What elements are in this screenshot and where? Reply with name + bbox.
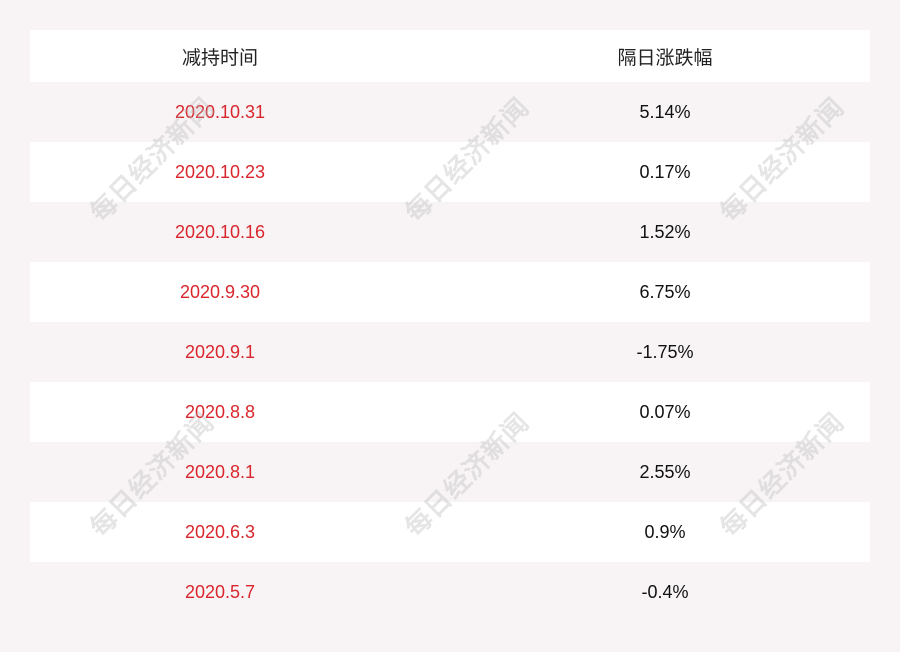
table-row: 2020.8.8 0.07% (30, 382, 870, 442)
table-row: 2020.9.1 -1.75% (30, 322, 870, 382)
next-day-change: 6.75% (639, 281, 691, 302)
table-header: 减持时间 隔日涨跌幅 (30, 30, 870, 82)
next-day-change: 0.07% (639, 401, 691, 422)
next-day-change: 0.9% (644, 521, 686, 542)
reduction-date: 2020.10.23 (174, 161, 266, 182)
reduction-date: 2020.9.1 (184, 341, 256, 362)
header-reduction-date: 减持时间 (181, 47, 258, 69)
reduction-date: 2020.9.30 (179, 281, 261, 302)
reduction-date: 2020.10.31 (174, 101, 266, 122)
next-day-change: -0.4% (641, 581, 689, 602)
reduction-date: 2020.6.3 (184, 521, 256, 542)
table-row: 2020.10.23 0.17% (30, 142, 870, 202)
reduction-date: 2020.5.7 (184, 581, 256, 602)
table-row: 2020.5.7 -0.4% (30, 562, 870, 622)
reduction-date: 2020.8.8 (184, 401, 256, 422)
table-row: 2020.9.30 6.75% (30, 262, 870, 322)
next-day-change: 2.55% (639, 461, 691, 482)
next-day-change: 0.17% (639, 161, 691, 182)
table-row: 2020.10.31 5.14% (30, 82, 870, 142)
next-day-change: -1.75% (636, 341, 694, 362)
reduction-date: 2020.10.16 (174, 221, 266, 242)
next-day-change: 5.14% (639, 101, 691, 122)
reduction-table: 减持时间 隔日涨跌幅 2020.10.31 5.14% 2020.10.23 0.17… (30, 30, 870, 622)
table-row: 2020.10.16 1.52% (30, 202, 870, 262)
table-row: 2020.6.3 0.9% (30, 502, 870, 562)
next-day-change: 1.52% (639, 221, 691, 242)
reduction-date: 2020.8.1 (184, 461, 256, 482)
header-next-day-change: 隔日涨跌幅 (617, 47, 713, 69)
table-row: 2020.8.1 2.55% (30, 442, 870, 502)
